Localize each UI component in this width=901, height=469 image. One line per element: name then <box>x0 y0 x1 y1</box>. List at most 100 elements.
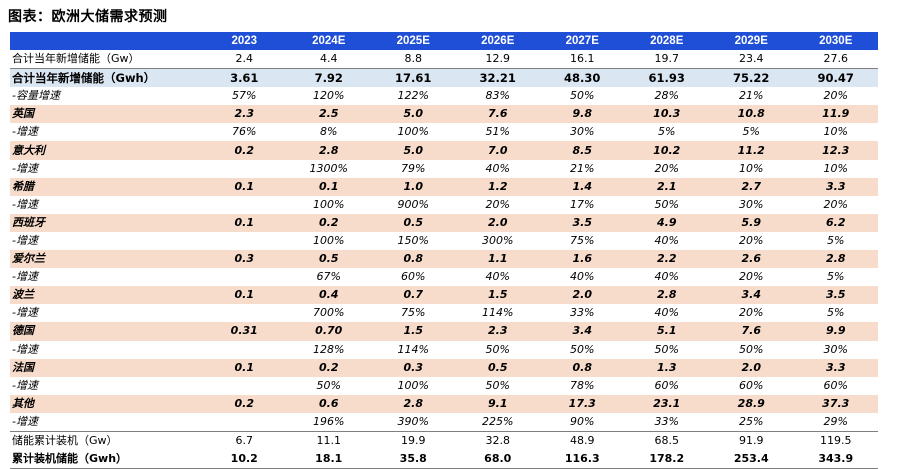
table-row: -增速 100% 900% 20% 17% 50% 30% 20% <box>10 196 878 214</box>
value-cell: 35.8 <box>371 450 456 469</box>
row-label: -增速 <box>12 306 38 320</box>
value-cell: 50% <box>654 197 679 211</box>
value-cell: 23.4 <box>709 50 794 70</box>
value-cell: 20% <box>823 197 848 211</box>
value-cell: 2.4 <box>202 50 287 70</box>
value-cell: 1.0 <box>371 177 456 196</box>
value-cell: 32.21 <box>455 68 540 88</box>
value-cell: 178.2 <box>624 450 709 469</box>
row-label: -增速 <box>12 270 38 284</box>
value-cell: 150% <box>397 233 429 247</box>
value-cell: 57% <box>232 89 257 103</box>
value-cell: 5.9 <box>709 213 794 232</box>
value-cell: 10.8 <box>709 105 794 124</box>
value-cell: 17.61 <box>371 68 456 88</box>
row-label: 英国 <box>10 105 202 124</box>
value-cell: 0.8 <box>371 250 456 269</box>
value-cell: 32.8 <box>485 434 511 448</box>
table-row: -增速 100% 150% 300% 75% 40% 20% 5% <box>10 232 878 250</box>
value-cell <box>202 268 287 286</box>
value-cell: 9.8 <box>540 105 625 124</box>
table-row: -增速 1300% 79% 40% 21% 20% 10% 10% <box>10 160 878 178</box>
value-cell: 3.61 <box>202 68 287 88</box>
value-cell: 67% <box>316 270 341 284</box>
table-row: 其他 0.2 0.6 2.8 9.1 17.3 23.1 28.9 37.3 <box>10 394 878 413</box>
value-cell: 5.0 <box>371 105 456 124</box>
value-cell: 114% <box>397 342 429 356</box>
value-cell: 20% <box>654 161 679 175</box>
value-cell: 50% <box>485 378 510 392</box>
table-row: -容量增速 57% 120% 122% 83% 50% 28% 21% 20% <box>10 87 878 105</box>
row-label: -增速 <box>12 125 38 139</box>
value-cell: 16.1 <box>540 50 625 70</box>
row-label: -增速 <box>12 233 38 247</box>
value-cell: 78% <box>570 378 595 392</box>
row-label: -增速 <box>12 378 38 392</box>
value-cell: 3.3 <box>793 177 878 196</box>
table-body: 合计当年新增储能（Gw） 2.4 4.4 8.8 12.9 16.1 19.7 23.4 27.… <box>10 50 878 469</box>
value-cell: 20% <box>739 306 764 320</box>
value-cell: 76% <box>232 125 257 139</box>
value-cell: 91.9 <box>739 434 764 448</box>
value-cell: 343.9 <box>793 450 878 469</box>
value-cell: 90% <box>540 412 625 432</box>
value-cell: 8% <box>320 125 338 139</box>
value-cell: 30% <box>823 342 848 356</box>
table-row: 法国 0.1 0.2 0.3 0.5 0.8 1.3 2.0 3.3 <box>10 358 878 377</box>
value-cell: 7.6 <box>455 105 540 124</box>
value-cell: 3.3 <box>793 358 878 377</box>
table-row: 合计当年新增储能（Gw） 2.4 4.4 8.8 12.9 16.1 19.7 23.4 27.… <box>10 50 878 70</box>
value-cell: 40% <box>485 161 510 175</box>
header-year-cell: 2025E <box>371 32 456 50</box>
value-cell: 1.3 <box>624 358 709 377</box>
value-cell: 196% <box>286 412 371 432</box>
value-cell: 0.3 <box>371 358 456 377</box>
value-cell: 7.6 <box>709 322 794 341</box>
value-cell: 122% <box>397 89 429 103</box>
value-cell: 4.9 <box>624 213 709 232</box>
value-cell: 120% <box>313 89 345 103</box>
value-cell: 30% <box>570 125 595 139</box>
value-cell: 79% <box>401 161 426 175</box>
value-cell: 50% <box>316 378 341 392</box>
value-cell: 225% <box>455 412 540 432</box>
value-cell <box>202 196 287 214</box>
value-cell: 10.2 <box>202 450 287 469</box>
value-cell: 8.8 <box>371 50 456 70</box>
header-year-cell: 2030E <box>793 32 878 50</box>
table-row: -增速 128% 114% 50% 50% 50% 50% 30% <box>10 341 878 359</box>
value-cell: 20% <box>485 197 510 211</box>
value-cell: 23.1 <box>624 394 709 413</box>
value-cell: 2.1 <box>624 177 709 196</box>
value-cell: 29% <box>793 412 878 432</box>
value-cell: 28% <box>654 89 679 103</box>
value-cell: 5% <box>827 306 845 320</box>
table-row: 合计当年新增储能（Gwh） 3.61 7.92 17.61 32.21 48.30 61.9… <box>10 68 878 88</box>
header-year-cell: 2029E <box>709 32 794 50</box>
row-label: 波兰 <box>10 286 202 305</box>
value-cell: 390% <box>371 412 456 432</box>
value-cell: 19.9 <box>401 434 426 448</box>
value-cell: 100% <box>313 197 345 211</box>
value-cell: 10.3 <box>624 105 709 124</box>
value-cell: 10% <box>823 125 848 139</box>
value-cell: 1.5 <box>455 286 540 305</box>
table-header-row: 2023 2024E 2025E 2026E 2027E 2028E 2029E 2030E <box>10 32 878 50</box>
value-cell: 27.6 <box>793 50 878 70</box>
table-row: 累计装机储能（Gwh） 10.2 18.1 35.8 68.0 116.3 178.2 253… <box>10 450 878 469</box>
value-cell: 300% <box>482 233 514 247</box>
value-cell: 60% <box>823 378 848 392</box>
value-cell: 0.4 <box>286 286 371 305</box>
value-cell: 18.1 <box>286 450 371 469</box>
value-cell: 0.5 <box>455 358 540 377</box>
value-cell: 48.9 <box>570 434 595 448</box>
value-cell: 25% <box>709 412 794 432</box>
value-cell: 5.0 <box>371 141 456 160</box>
value-cell: 2.8 <box>793 250 878 269</box>
value-cell: 2.2 <box>624 250 709 269</box>
row-label: 其他 <box>10 394 202 413</box>
table-row: 英国 2.3 2.5 5.0 7.6 9.8 10.3 10.8 11.9 <box>10 105 878 124</box>
value-cell: 6.7 <box>235 434 254 448</box>
table-row: 意大利 0.2 2.8 5.0 7.0 8.5 10.2 11.2 12.3 <box>10 141 878 160</box>
value-cell: 3.5 <box>793 286 878 305</box>
